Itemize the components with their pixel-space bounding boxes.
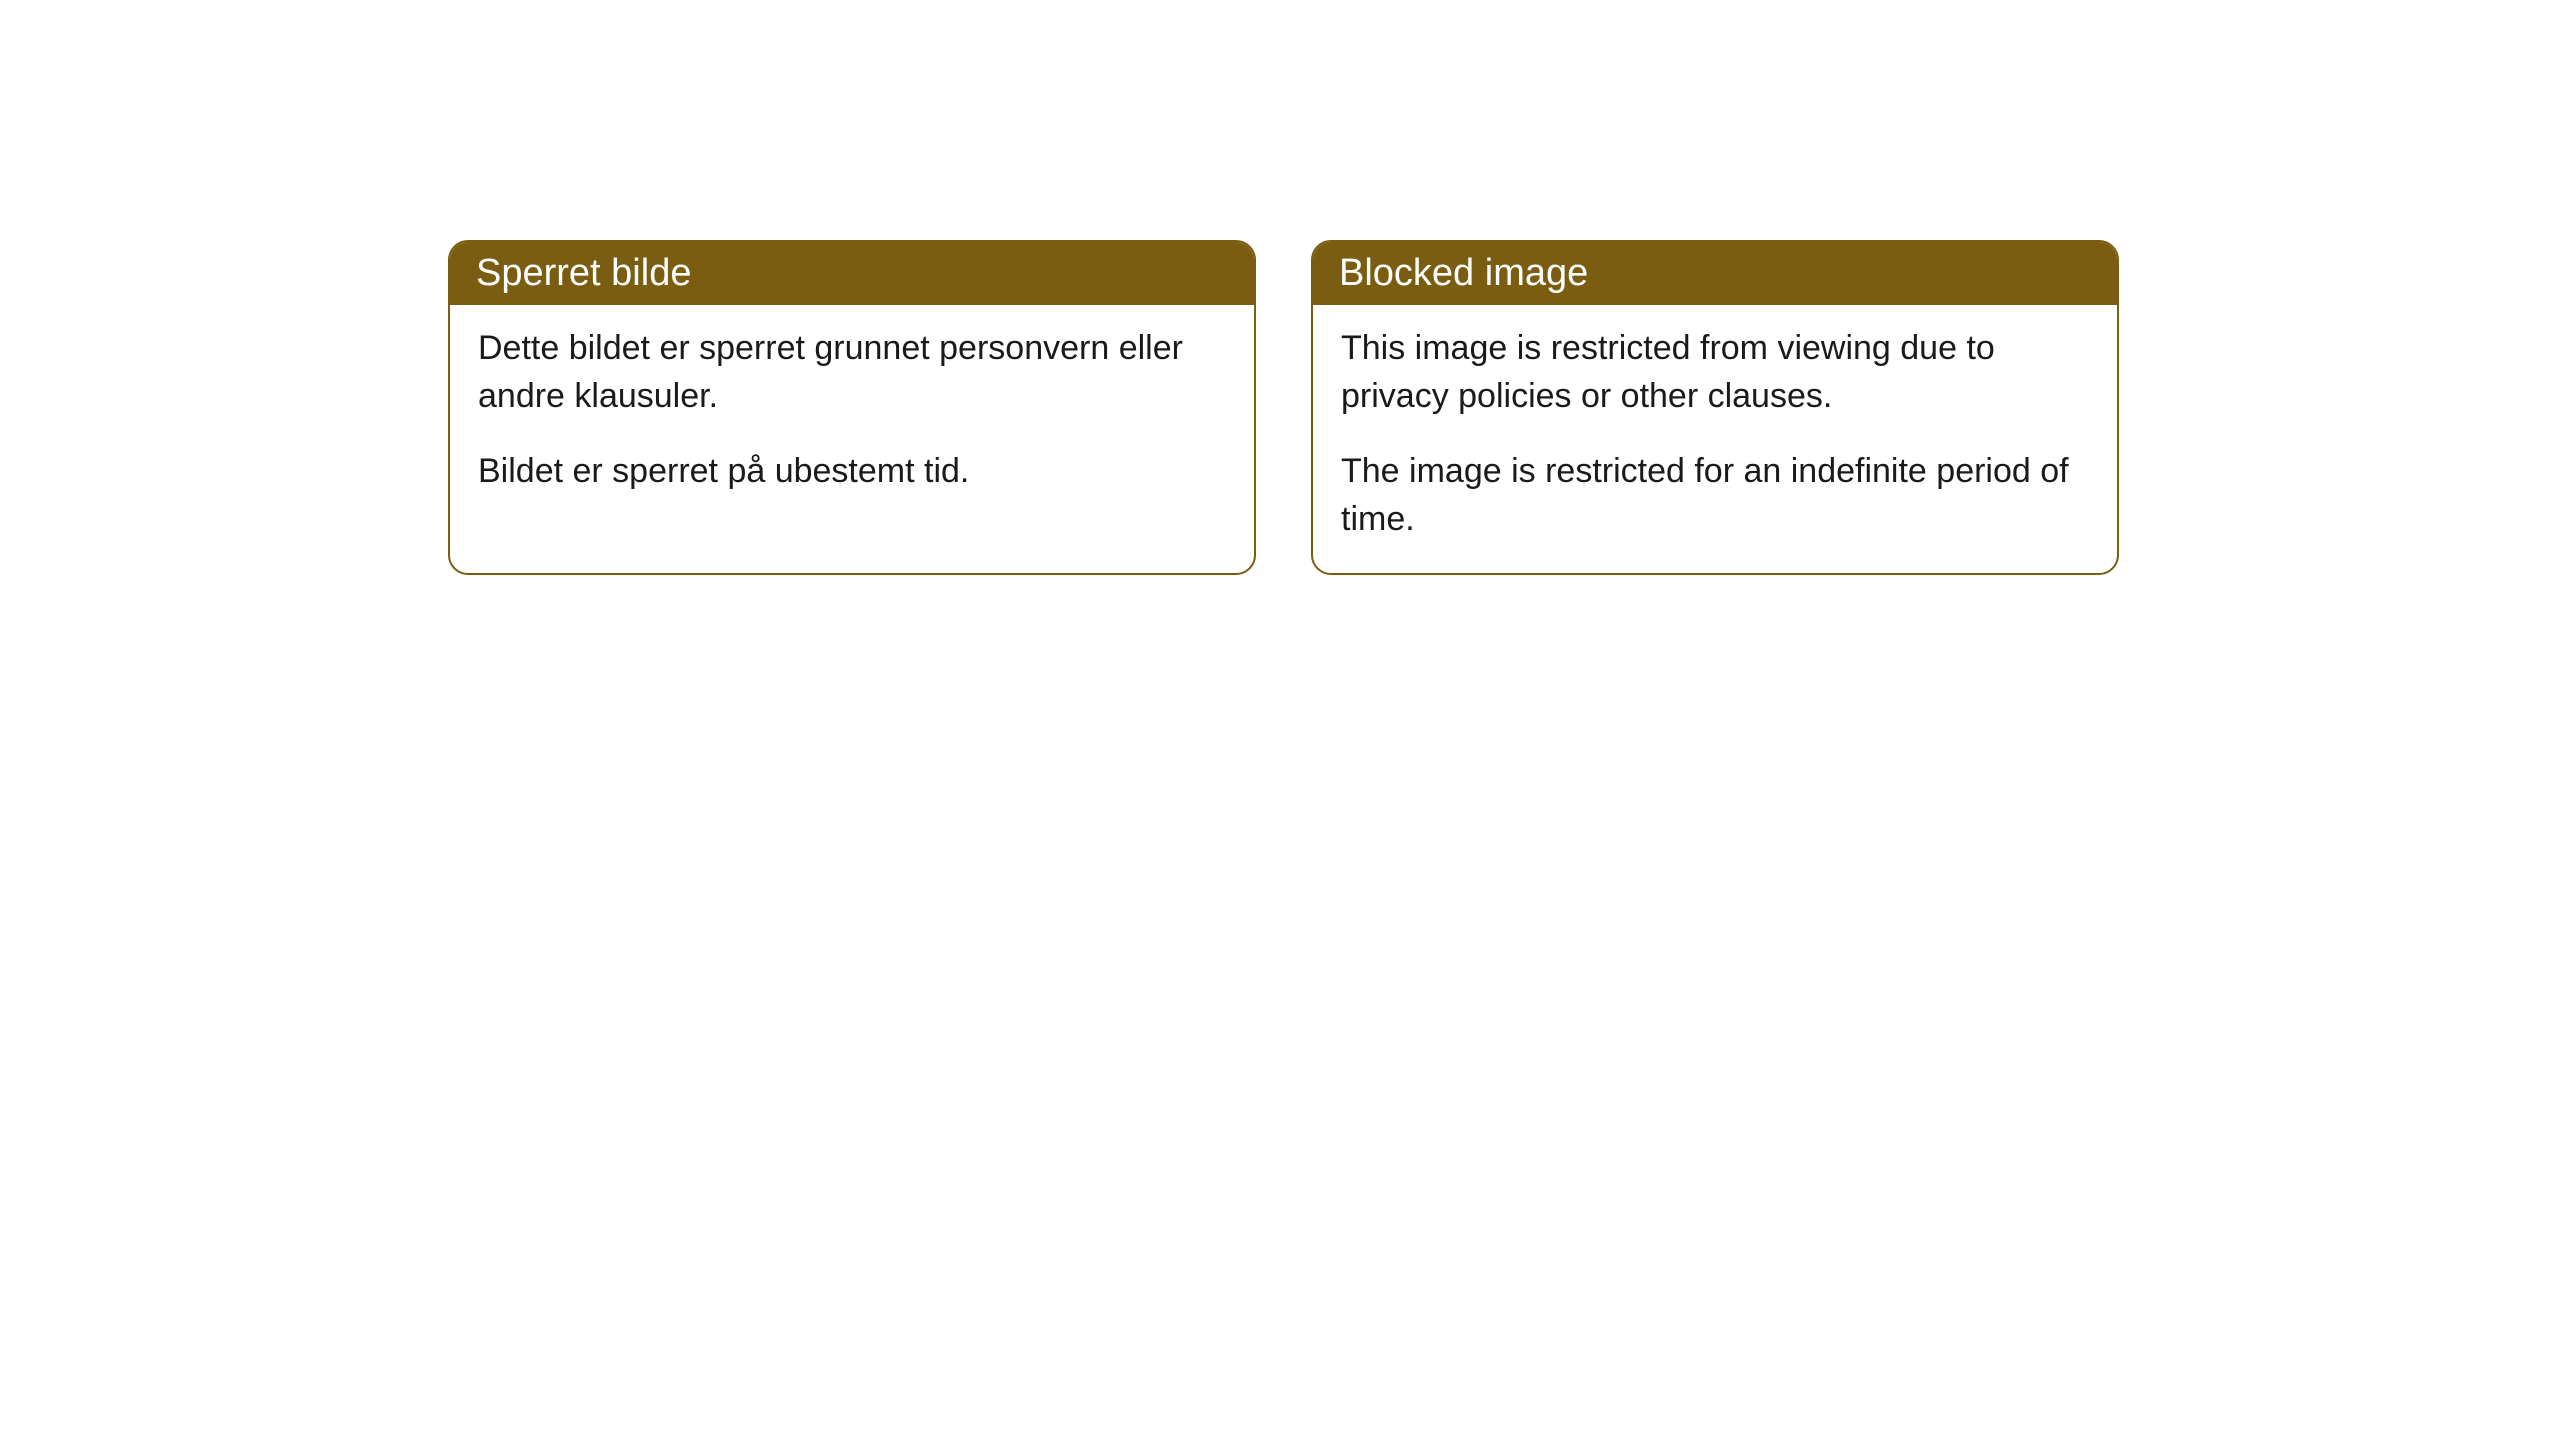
card-body-english: This image is restricted from viewing du… — [1313, 305, 2117, 573]
card-text-english-2: The image is restricted for an indefinit… — [1341, 448, 2089, 543]
card-text-norwegian-2: Bildet er sperret på ubestemt tid. — [478, 448, 1226, 496]
notice-cards-container: Sperret bilde Dette bildet er sperret gr… — [448, 240, 2119, 575]
card-title-norwegian: Sperret bilde — [450, 242, 1254, 305]
blocked-image-card-english: Blocked image This image is restricted f… — [1311, 240, 2119, 575]
card-text-english-1: This image is restricted from viewing du… — [1341, 325, 2089, 420]
blocked-image-card-norwegian: Sperret bilde Dette bildet er sperret gr… — [448, 240, 1256, 575]
card-body-norwegian: Dette bildet er sperret grunnet personve… — [450, 305, 1254, 526]
card-text-norwegian-1: Dette bildet er sperret grunnet personve… — [478, 325, 1226, 420]
card-title-english: Blocked image — [1313, 242, 2117, 305]
